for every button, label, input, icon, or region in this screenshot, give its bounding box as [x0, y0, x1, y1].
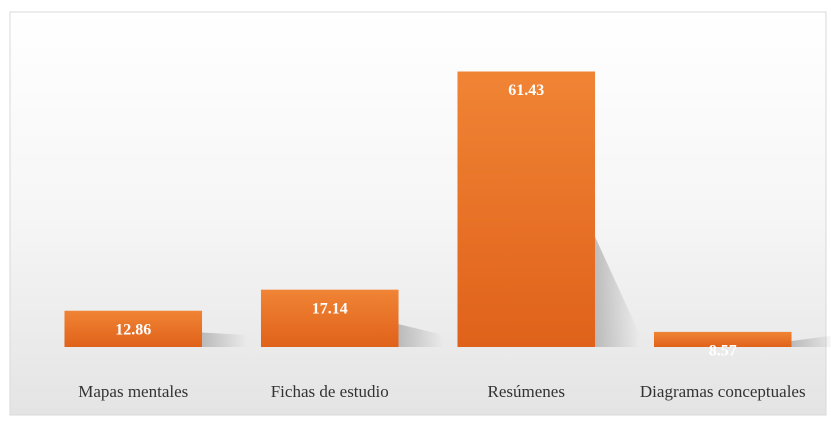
x-tick-label: Resúmenes	[488, 382, 565, 401]
bar-shadow	[398, 324, 444, 347]
bar	[64, 310, 203, 347]
value-label: 12.86	[115, 321, 151, 338]
value-label: 17.14	[312, 300, 348, 317]
bar	[457, 71, 596, 348]
plot-background	[9, 11, 827, 416]
bar	[653, 331, 792, 347]
x-tick-label: Diagramas conceptuales	[640, 382, 806, 401]
value-label: 61.43	[508, 82, 544, 99]
x-tick-label: Mapas mentales	[78, 382, 188, 401]
bar-shadow	[595, 236, 641, 347]
bar-shadow	[791, 335, 831, 347]
bar-shadow	[202, 332, 248, 347]
bar	[260, 289, 399, 347]
x-tick-label: Fichas de estudio	[271, 382, 389, 401]
value-label: 8.57	[709, 343, 737, 360]
